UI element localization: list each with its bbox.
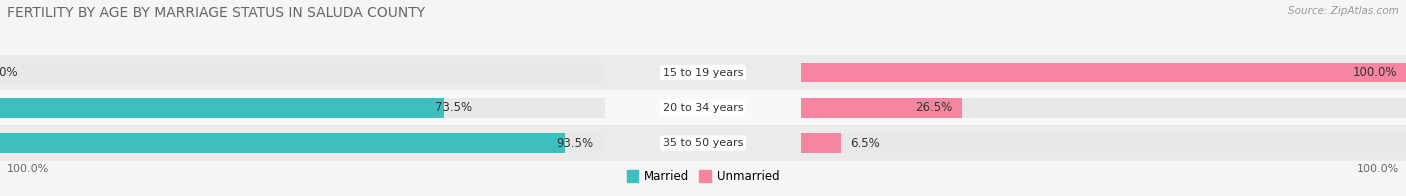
- Text: 100.0%: 100.0%: [1357, 163, 1399, 174]
- Bar: [0, 125, 605, 161]
- Bar: [801, 63, 1406, 82]
- Text: 100.0%: 100.0%: [1353, 66, 1398, 79]
- Bar: [801, 55, 1406, 90]
- Text: 15 to 19 years: 15 to 19 years: [662, 67, 744, 78]
- Bar: [0, 133, 605, 153]
- Text: 20 to 34 years: 20 to 34 years: [662, 103, 744, 113]
- Text: 0.0%: 0.0%: [0, 66, 18, 79]
- Bar: [0, 133, 565, 153]
- Text: 93.5%: 93.5%: [557, 137, 593, 150]
- Bar: [801, 98, 962, 118]
- Bar: [0, 98, 605, 118]
- Bar: [801, 63, 1406, 82]
- Bar: [605, 55, 801, 90]
- Text: 73.5%: 73.5%: [436, 101, 472, 114]
- Text: 100.0%: 100.0%: [7, 163, 49, 174]
- Bar: [0, 63, 605, 82]
- Bar: [801, 90, 1406, 125]
- Text: 26.5%: 26.5%: [915, 101, 953, 114]
- Bar: [605, 90, 801, 125]
- Bar: [0, 90, 605, 125]
- Text: 35 to 50 years: 35 to 50 years: [662, 138, 744, 148]
- Bar: [801, 98, 1406, 118]
- Bar: [0, 55, 605, 90]
- Bar: [605, 125, 801, 161]
- Text: FERTILITY BY AGE BY MARRIAGE STATUS IN SALUDA COUNTY: FERTILITY BY AGE BY MARRIAGE STATUS IN S…: [7, 6, 425, 20]
- Bar: [801, 125, 1406, 161]
- Bar: [0, 98, 444, 118]
- Legend: Married, Unmarried: Married, Unmarried: [621, 166, 785, 188]
- Text: Source: ZipAtlas.com: Source: ZipAtlas.com: [1288, 6, 1399, 16]
- Text: 6.5%: 6.5%: [849, 137, 880, 150]
- Bar: [801, 133, 841, 153]
- Bar: [801, 133, 1406, 153]
